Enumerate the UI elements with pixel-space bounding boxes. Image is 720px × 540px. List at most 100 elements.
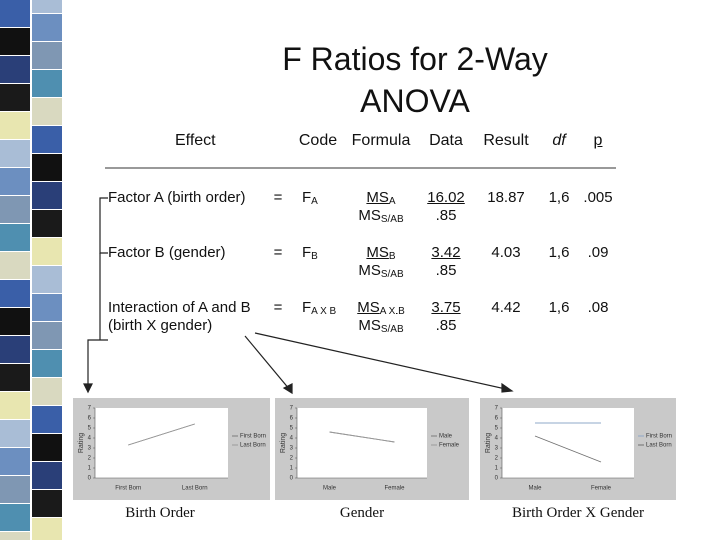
y-tick-label: 2	[290, 456, 294, 462]
stripe-block	[32, 98, 62, 125]
plot-area	[502, 408, 634, 478]
code-sub: A X B	[311, 306, 337, 317]
df: 1,6	[548, 299, 570, 316]
stripe-block	[32, 154, 62, 181]
stripe-block	[0, 392, 30, 419]
data-numerator: 16.02	[427, 189, 465, 206]
formula-numerator-sub: A X B	[379, 306, 405, 317]
y-axis-label: Rating	[78, 433, 85, 453]
header-cell: Formula	[351, 132, 411, 149]
stripe-block	[0, 168, 30, 195]
stripe-block	[0, 448, 30, 475]
legend-label: Last Born	[646, 443, 672, 449]
stripe-block	[32, 238, 62, 265]
effect: Factor B (gender)	[108, 244, 226, 261]
arrows	[83, 197, 514, 395]
legend-label: Female	[439, 443, 460, 449]
stripe-block	[0, 364, 30, 391]
side-stripe	[0, 0, 62, 540]
result: 4.03	[491, 244, 521, 261]
equals: =	[273, 189, 283, 206]
data-denominator: .85	[435, 262, 457, 279]
stripe-block	[0, 112, 30, 139]
stripe-block	[0, 224, 30, 251]
header-cell: df	[552, 132, 566, 149]
y-tick-label: 0	[290, 476, 294, 482]
chart-caption: Birth Order X Gender	[511, 505, 645, 521]
y-tick-label: 5	[290, 426, 294, 432]
formula-numerator: MSB	[366, 244, 395, 266]
y-tick-label: 2	[495, 456, 499, 462]
code-sub: B	[311, 251, 318, 262]
y-tick-label: 3	[495, 446, 499, 452]
formula-denominator-main: MS	[358, 317, 381, 334]
legend-label: First Born	[646, 434, 672, 440]
formula-denominator: MSS/AB	[358, 262, 403, 284]
formula-denominator-main: MS	[358, 262, 381, 279]
result: 18.87	[487, 189, 525, 206]
equals: =	[273, 244, 283, 261]
legend-label: Last Born	[240, 443, 266, 449]
y-tick-label: 1	[88, 466, 92, 472]
df: 1,6	[548, 244, 570, 261]
result: 4.42	[491, 299, 521, 316]
formula-numerator-main: MS	[366, 189, 389, 206]
y-tick-label: 4	[88, 436, 92, 442]
y-tick-label: 7	[290, 406, 294, 412]
data-denominator: .85	[435, 317, 457, 334]
legend-label: First Born	[240, 434, 266, 440]
y-tick-label: 5	[88, 426, 92, 432]
stripe-block	[0, 56, 30, 83]
header-cell: Result	[483, 132, 529, 149]
data-line	[329, 431, 395, 443]
code: FA	[302, 189, 318, 211]
y-tick-label: 1	[290, 466, 294, 472]
stripe-block	[32, 490, 62, 517]
y-tick-label: 6	[290, 416, 294, 422]
stripe-block	[0, 532, 30, 540]
df: 1,6	[548, 189, 570, 206]
stripe-block	[32, 350, 62, 377]
y-tick-label: 3	[88, 446, 92, 452]
data-numerator: 3.75	[431, 299, 461, 316]
stripe-block	[0, 252, 30, 279]
stripe-block	[32, 126, 62, 153]
stripe-block	[32, 182, 62, 209]
legend-label: Male	[439, 434, 453, 440]
y-axis-label: Rating	[485, 433, 492, 453]
y-tick-label: 7	[88, 406, 92, 412]
chart-caption: Birth Order	[125, 505, 195, 521]
code: FA X B	[302, 299, 336, 321]
x-tick-label: Male	[323, 486, 337, 492]
p-value: .09	[587, 244, 609, 261]
y-tick-label: 1	[495, 466, 499, 472]
data-line	[534, 435, 602, 463]
stripe-block	[32, 266, 62, 293]
data-denominator: .85	[435, 207, 457, 224]
formula-numerator-sub: A	[388, 196, 396, 207]
code-main: F	[302, 189, 312, 206]
x-tick-label: Last Born	[182, 486, 208, 492]
x-tick-label: Female	[384, 486, 405, 492]
y-tick-label: 0	[88, 476, 92, 482]
stripe-block	[32, 462, 62, 489]
stripe-block	[0, 420, 30, 447]
data-numerator: 3.42	[431, 244, 461, 261]
y-tick-label: 2	[88, 456, 92, 462]
equals: =	[273, 299, 283, 316]
stripe-block	[0, 504, 30, 531]
y-tick-label: 4	[495, 436, 499, 442]
formula-denominator: MSS/AB	[358, 207, 403, 229]
stripe-block	[0, 476, 30, 503]
stripe-block	[32, 210, 62, 237]
y-tick-label: 5	[495, 426, 499, 432]
code-main: F	[302, 244, 312, 261]
stripe-block	[32, 378, 62, 405]
formula-denominator-sub: S/AB	[380, 324, 404, 335]
y-tick-label: 6	[88, 416, 92, 422]
x-tick-label: Male	[528, 486, 542, 492]
formula-denominator: MSS/AB	[358, 317, 403, 339]
y-tick-label: 0	[495, 476, 499, 482]
